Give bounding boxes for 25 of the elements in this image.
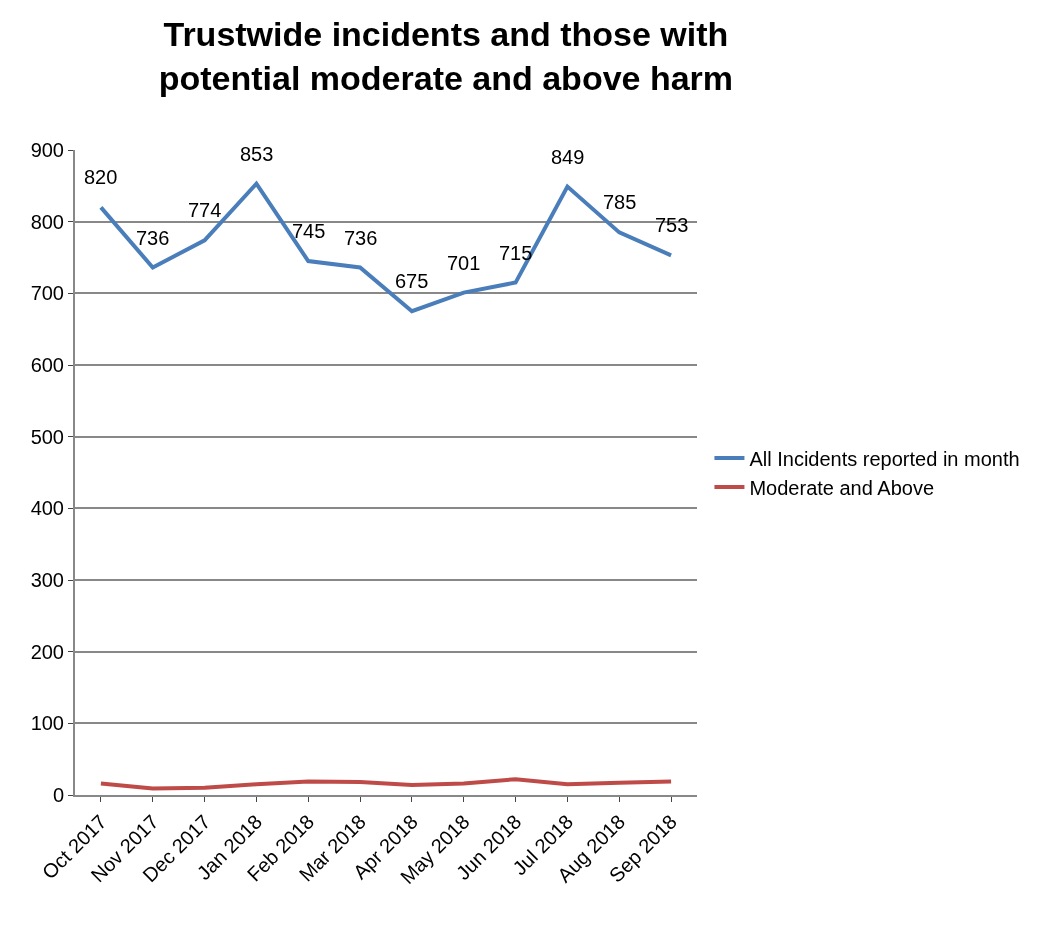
data-label: 736 <box>344 227 378 249</box>
y-tick-label: 400 <box>30 497 64 520</box>
y-tick-label: 100 <box>30 712 64 735</box>
y-tick-label: 300 <box>30 569 64 591</box>
data-label: 753 <box>655 214 689 236</box>
data-label: 853 <box>240 143 274 165</box>
line-series <box>98 777 674 791</box>
y-tick-label: 0 <box>52 784 64 806</box>
data-label: 849 <box>551 146 585 168</box>
y-tick-label: 900 <box>30 139 64 161</box>
legend-label: All Incidents reported in month <box>749 447 1020 470</box>
y-tick-label: 500 <box>30 425 64 448</box>
y-tick-label: 800 <box>30 210 64 233</box>
y-tick-label: 600 <box>30 354 64 376</box>
data-label: 736 <box>136 227 170 249</box>
data-label: 675 <box>395 270 429 292</box>
data-label: 785 <box>603 191 637 213</box>
data-label: 745 <box>292 220 326 242</box>
data-label: 820 <box>84 166 118 188</box>
legend-label: Moderate and Above <box>749 476 935 499</box>
chart-title: Trustwide incidents and those with potential moderate and above harm <box>158 15 734 98</box>
data-label: 701 <box>447 252 481 274</box>
y-tick-label: 200 <box>30 640 64 663</box>
y-tick-label: 700 <box>30 282 64 305</box>
data-label: 774 <box>188 199 222 221</box>
